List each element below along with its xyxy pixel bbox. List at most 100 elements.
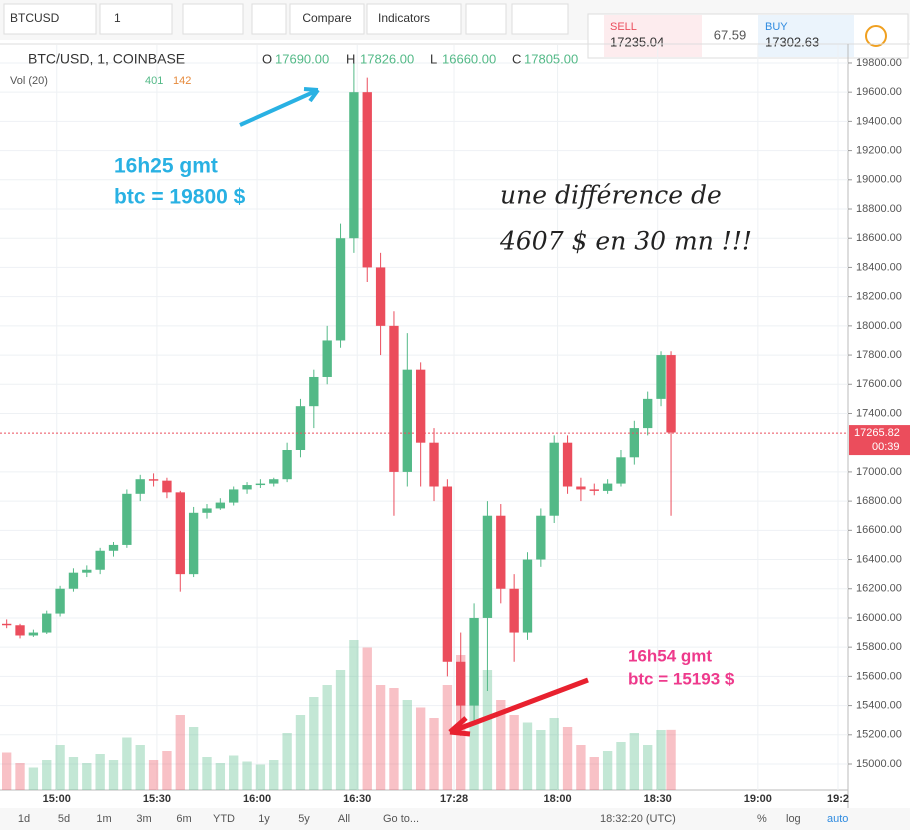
legend-close: 17805.00 xyxy=(524,51,578,66)
x-tick-label: 16:00 xyxy=(243,793,271,805)
range-btn[interactable]: 5d xyxy=(58,813,70,825)
range-btn[interactable]: YTD xyxy=(213,813,235,825)
volume-bar xyxy=(269,760,279,790)
volume-bar xyxy=(322,685,332,790)
countdown: 00:39 xyxy=(872,441,900,453)
range-btn[interactable]: 1d xyxy=(18,813,30,825)
candle-body xyxy=(215,502,226,509)
candle-body xyxy=(188,512,199,575)
annotation: 4607 $ en 30 mn !!! xyxy=(499,227,752,256)
auto-btn[interactable]: auto xyxy=(827,813,848,825)
symbol-box[interactable] xyxy=(3,3,97,35)
range-btn[interactable]: 1y xyxy=(258,813,270,825)
clock: 18:32:20 (UTC) xyxy=(600,813,676,825)
volume-bar xyxy=(375,685,386,790)
y-tick-label: 19200.00 xyxy=(856,145,902,157)
buy-price: 17302.63 xyxy=(765,34,819,49)
candle-body xyxy=(295,406,306,450)
candle-body xyxy=(175,492,185,575)
candle-body xyxy=(616,457,626,484)
alert-btn[interactable] xyxy=(465,3,507,35)
buy-label: BUY xyxy=(765,21,788,33)
volume-bar xyxy=(68,757,79,790)
bottom-bar xyxy=(0,808,910,830)
candle-body xyxy=(349,92,359,239)
x-tick-label: 15:00 xyxy=(43,793,71,805)
interval[interactable]: 1 xyxy=(114,11,121,25)
x-tick-label: 18:30 xyxy=(644,793,672,805)
sell-price: 17235.04 xyxy=(610,34,664,49)
volume-bar xyxy=(602,751,613,790)
info-icon[interactable] xyxy=(865,25,887,47)
arrow-low xyxy=(448,677,589,737)
volume-bar xyxy=(42,760,52,790)
volume-bar xyxy=(576,745,586,790)
y-tick-label: 15800.00 xyxy=(856,641,902,653)
candle-body xyxy=(482,515,493,618)
candle-body xyxy=(456,661,466,706)
volume-bar xyxy=(349,640,359,790)
indicators-btn[interactable] xyxy=(366,3,462,35)
sell-btn[interactable] xyxy=(604,15,702,57)
candle-body xyxy=(282,449,292,480)
candle-body xyxy=(309,376,319,407)
indicators[interactable]: Indicators xyxy=(378,11,430,25)
candle-body xyxy=(255,483,266,486)
y-tick-label: 17400.00 xyxy=(856,407,902,419)
range-btn[interactable]: 1m xyxy=(96,813,111,825)
candle-body xyxy=(242,485,252,490)
y-tick-label: 16800.00 xyxy=(856,495,902,507)
volume-bar xyxy=(135,745,145,790)
chart-style[interactable] xyxy=(182,3,244,35)
volume-bar xyxy=(82,763,92,790)
vol-a: 401 xyxy=(145,75,163,87)
compare[interactable]: Compare xyxy=(302,11,352,25)
volume-bar xyxy=(482,670,493,790)
range-btn[interactable]: 6m xyxy=(176,813,191,825)
y-tick-label: 16400.00 xyxy=(856,553,902,565)
candle-body xyxy=(666,355,676,433)
range-btn[interactable]: All xyxy=(338,813,350,825)
candle-body xyxy=(522,559,533,633)
y-tick-label: 16000.00 xyxy=(856,612,902,624)
y-tick-label: 19800.00 xyxy=(856,57,902,69)
candle-body xyxy=(576,486,586,490)
candle-body xyxy=(496,515,506,589)
candle-body xyxy=(335,238,346,341)
goto-btn[interactable]: Go to... xyxy=(383,813,419,825)
legend-open: 17690.00 xyxy=(275,51,329,66)
candle-body xyxy=(162,480,172,493)
candle-body xyxy=(415,369,426,443)
candle-body xyxy=(589,489,599,491)
x-tick-label: 16:30 xyxy=(343,793,371,805)
range-btn[interactable]: 3m xyxy=(136,813,151,825)
volume-bar xyxy=(202,757,212,790)
candle-body xyxy=(122,493,132,545)
interval-box[interactable] xyxy=(99,3,173,35)
volume-bar xyxy=(442,685,453,790)
volume-bar xyxy=(429,718,439,790)
y-tick-label: 16200.00 xyxy=(856,583,902,595)
symbol[interactable]: BTCUSD xyxy=(10,11,60,25)
y-tick-label: 18600.00 xyxy=(856,232,902,244)
pct-btn[interactable]: % xyxy=(757,813,767,825)
volume-bar xyxy=(415,707,426,790)
settings[interactable] xyxy=(251,3,287,35)
volume-bar xyxy=(562,727,573,790)
candle-body xyxy=(375,267,386,326)
compare-btn[interactable] xyxy=(289,3,365,35)
y-tick-label: 19400.00 xyxy=(856,115,902,127)
legend-high: 17826.00 xyxy=(360,51,414,66)
range-btn[interactable]: 5y xyxy=(298,813,310,825)
template-btn[interactable] xyxy=(511,3,569,35)
volume-bar xyxy=(509,715,519,790)
y-tick-label: 16600.00 xyxy=(856,524,902,536)
x-tick-label: 15:30 xyxy=(143,793,171,805)
volume-bar xyxy=(295,715,306,790)
volume-bar xyxy=(666,729,676,790)
log-btn[interactable]: log xyxy=(786,813,801,825)
candle-body xyxy=(562,442,573,487)
candle-body xyxy=(68,572,79,589)
candle-body xyxy=(442,486,453,662)
